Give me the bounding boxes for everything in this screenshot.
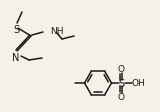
Text: O: O	[118, 65, 125, 74]
Text: S: S	[13, 25, 19, 35]
Text: OH: OH	[132, 79, 145, 88]
Text: S: S	[118, 78, 125, 88]
Text: N: N	[12, 53, 20, 62]
Text: O: O	[118, 93, 125, 102]
Text: NH: NH	[50, 27, 64, 36]
